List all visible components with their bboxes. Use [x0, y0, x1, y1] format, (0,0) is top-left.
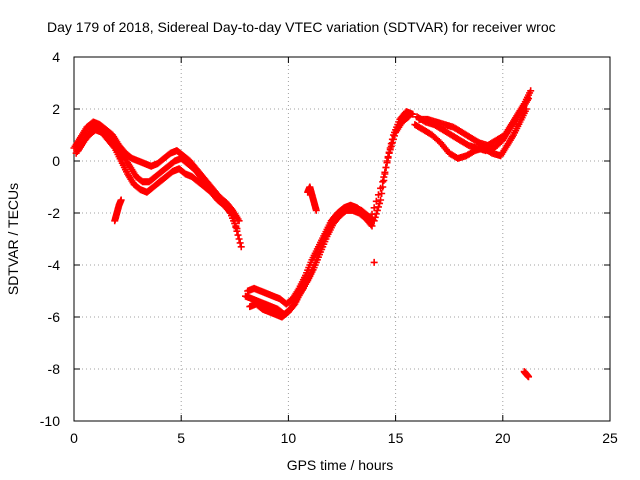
series-track-h	[411, 105, 530, 162]
tick-marks	[73, 56, 611, 422]
series-track-i	[415, 87, 535, 149]
data-point	[388, 139, 396, 147]
x-tick-label: 10	[281, 430, 297, 446]
x-tick-label: 25	[602, 430, 618, 446]
data-point	[235, 235, 243, 243]
y-tick-label: -10	[40, 413, 60, 429]
data-point	[525, 373, 533, 381]
data-point	[380, 173, 388, 181]
plot-frame	[73, 56, 611, 422]
series-spur-early	[111, 196, 125, 225]
data-points	[70, 87, 535, 381]
x-tick-label: 0	[70, 430, 78, 446]
data-point	[368, 210, 376, 218]
y-tick-label: -2	[48, 205, 61, 221]
x-tick-label: 5	[177, 430, 185, 446]
y-tick-labels: -10 -8 -6 -4 -2 0 2 4	[40, 49, 60, 429]
data-point	[389, 135, 397, 143]
data-point	[404, 113, 412, 121]
series-track-e	[244, 113, 412, 308]
series-outlier-mid	[370, 258, 378, 266]
data-point	[391, 132, 399, 140]
y-axis-label: SDTVAR / TECUs	[5, 183, 21, 295]
data-point	[236, 239, 244, 247]
data-point	[374, 203, 382, 211]
data-point	[379, 178, 387, 186]
data-point	[385, 149, 393, 157]
y-tick-label: -6	[48, 309, 61, 325]
data-point	[527, 87, 535, 95]
data-point	[234, 231, 242, 239]
y-tick-label: -4	[48, 257, 61, 273]
data-point	[374, 191, 382, 199]
data-point	[370, 204, 378, 212]
x-tick-label: 15	[388, 430, 404, 446]
series-spur-mid	[304, 183, 320, 214]
data-point	[377, 196, 385, 204]
data-point	[378, 190, 386, 197]
x-axis-label: GPS time / hours	[287, 457, 394, 473]
data-point	[377, 184, 385, 192]
data-point	[386, 146, 394, 154]
y-tick-label: -8	[48, 361, 61, 377]
data-point	[409, 110, 417, 118]
data-point	[387, 142, 395, 150]
data-point	[381, 168, 389, 176]
series-outlier-late	[520, 368, 533, 381]
data-point	[117, 196, 125, 204]
data-point	[403, 114, 411, 122]
y-tick-label: 4	[52, 49, 60, 65]
series-track-c	[74, 123, 243, 225]
series-track-f	[246, 206, 376, 321]
data-point	[372, 197, 380, 205]
data-point	[382, 164, 390, 171]
data-point	[233, 225, 241, 233]
data-point	[384, 154, 392, 162]
x-tick-label: 20	[495, 430, 511, 446]
gridlines	[74, 57, 610, 421]
data-point	[383, 159, 391, 167]
data-point	[367, 221, 375, 229]
data-point	[235, 217, 243, 225]
data-point	[368, 222, 376, 230]
x-tick-labels: 0 5 10 15 20 25	[70, 430, 618, 446]
data-point	[237, 243, 245, 251]
y-tick-label: 0	[52, 153, 60, 169]
y-tick-label: 2	[52, 101, 60, 117]
data-point	[312, 206, 320, 214]
chart-title: Day 179 of 2018, Sidereal Day-to-day VTE…	[47, 19, 556, 35]
data-point	[370, 258, 378, 266]
